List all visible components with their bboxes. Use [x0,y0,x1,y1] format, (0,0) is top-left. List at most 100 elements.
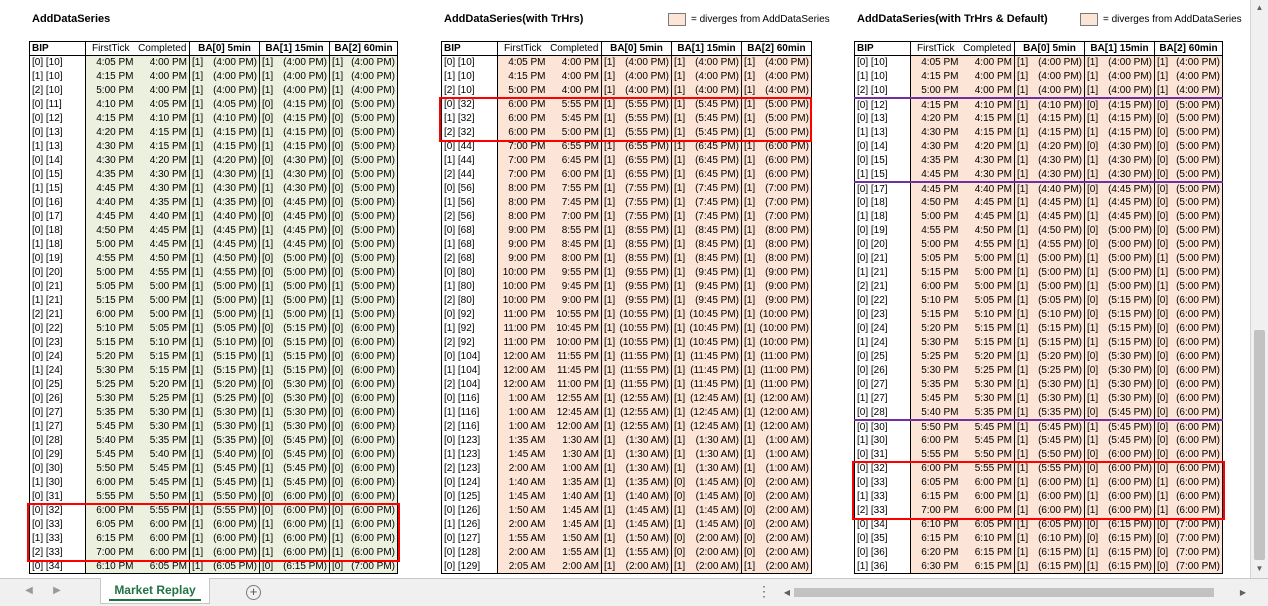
cell[interactable]: [1] [189,461,206,476]
cell[interactable]: [0] [329,489,346,504]
cell[interactable]: [0] [15] [29,167,86,182]
cell[interactable]: [0] [1084,180,1101,196]
cell[interactable]: (1:45 AM) [687,517,742,532]
cell[interactable]: (8:55 PM) [617,223,672,238]
cell[interactable]: [0] [31] [854,447,911,462]
cell[interactable]: (12:00 AM) [757,405,812,420]
cell[interactable]: [0] [1154,307,1171,322]
cell[interactable]: (6:00 PM) [345,405,398,420]
cell[interactable]: [1] [601,69,618,84]
cell[interactable]: [1] [1084,391,1101,406]
cell[interactable]: [0] [1154,418,1171,434]
cell[interactable]: (5:45 PM) [275,433,330,448]
cell[interactable]: (5:50 PM) [205,489,260,504]
cell[interactable]: 6:00 PM [85,503,136,518]
cell[interactable]: [0] [1154,96,1171,112]
cell[interactable]: 11:00 PM [497,321,548,336]
cell[interactable]: [1] [601,335,618,350]
cell[interactable]: 4:10 PM [960,96,1015,112]
cell[interactable]: 5:45 PM [85,447,136,462]
col-bip-header[interactable]: BIP [441,41,498,56]
cell[interactable]: 5:10 PM [910,293,961,308]
cell[interactable]: 5:15 PM [135,363,190,378]
cell[interactable]: (4:30 PM) [275,181,330,196]
col-completed-header[interactable]: Completed [135,41,190,56]
cell[interactable]: (4:05 PM) [205,97,260,112]
cell[interactable]: (4:15 PM) [1100,111,1155,126]
cell[interactable]: 5:05 PM [960,293,1015,308]
cell[interactable]: [1] [741,139,758,154]
cell[interactable]: (4:00 PM) [687,83,742,98]
cell[interactable]: (6:00 PM) [345,461,398,476]
cell[interactable]: [0] [1154,545,1171,560]
cell[interactable]: [0] [1154,125,1171,140]
cell[interactable]: (6:00 PM) [1170,489,1223,504]
cell[interactable]: 4:15 PM [910,69,961,84]
col-completed-header[interactable]: Completed [960,41,1015,56]
cell[interactable]: [1] [671,419,688,434]
cell[interactable]: (4:15 PM) [1030,111,1085,126]
cell[interactable]: (6:00 PM) [1100,447,1155,462]
cell[interactable]: 5:35 PM [960,405,1015,420]
cell[interactable]: 4:30 PM [910,125,961,140]
cell[interactable]: [1] [671,139,688,154]
cell[interactable]: 6:15 PM [910,489,961,504]
cell[interactable]: [1] [259,461,276,476]
cell[interactable]: [2] [33] [29,545,86,560]
cell[interactable]: [1] [671,559,688,574]
cell[interactable]: (5:00 PM) [1170,139,1223,154]
cell[interactable]: 7:45 PM [547,195,602,210]
cell[interactable]: [0] [1084,293,1101,308]
cell[interactable]: [0] [1084,96,1101,112]
cell[interactable]: 5:25 PM [85,377,136,392]
cell[interactable]: [0] [259,559,276,574]
cell[interactable]: 6:05 PM [960,517,1015,532]
cell[interactable]: (6:00 PM) [1100,475,1155,490]
cell[interactable]: (6:00 PM) [345,433,398,448]
cell[interactable]: (5:30 PM) [275,391,330,406]
cell[interactable]: 5:00 PM [910,83,961,98]
cell[interactable]: [1] [671,391,688,406]
cell[interactable]: 6:15 PM [85,531,136,546]
cell[interactable]: [0] [329,111,346,126]
cell[interactable]: (12:00 AM) [757,391,812,406]
cell[interactable]: [1] [13] [854,125,911,140]
cell[interactable]: [1] [671,167,688,182]
cell[interactable]: (5:45 PM) [1030,433,1085,448]
cell[interactable]: (6:00 PM) [757,139,812,154]
cell[interactable]: 1:30 AM [547,447,602,462]
cell[interactable]: (5:15 PM) [275,335,330,350]
cell[interactable]: [1] [189,363,206,378]
cell[interactable]: (2:00 AM) [757,531,812,546]
cell[interactable]: [0] [19] [29,251,86,266]
cell[interactable]: 5:30 PM [135,405,190,420]
cell[interactable]: [0] [259,251,276,266]
cell[interactable]: (9:55 PM) [617,293,672,308]
cell[interactable]: [1] [601,475,618,490]
cell[interactable]: (6:00 PM) [205,517,260,532]
cell[interactable]: 4:15 PM [135,139,190,154]
cell[interactable]: [0] [259,447,276,462]
cell[interactable]: [0] [1084,307,1101,322]
cell[interactable]: [1] [189,153,206,168]
cell[interactable]: 6:15 PM [960,545,1015,560]
cell[interactable]: (5:30 PM) [1030,377,1085,392]
cell[interactable]: (6:10 PM) [1030,531,1085,546]
cell[interactable]: 5:15 PM [910,265,961,280]
cell[interactable]: 4:15 PM [497,69,548,84]
cell[interactable]: [1] [601,55,618,70]
cell[interactable]: [1] [741,69,758,84]
cell[interactable]: [1] [189,55,206,70]
cell[interactable]: (5:35 PM) [1030,405,1085,420]
cell[interactable]: 4:30 PM [135,181,190,196]
cell[interactable]: [1] [123] [441,447,498,462]
cell[interactable]: 5:15 PM [960,335,1015,350]
cell[interactable]: 5:35 PM [85,405,136,420]
cell[interactable]: 10:00 PM [497,265,548,280]
cell[interactable]: (5:00 PM) [1100,279,1155,294]
cell[interactable]: [1] [601,559,618,574]
cell[interactable]: [1] [104] [441,363,498,378]
cell[interactable]: [1] [189,279,206,294]
col-completed-header[interactable]: Completed [547,41,602,56]
cell[interactable]: [1] [116] [441,405,498,420]
